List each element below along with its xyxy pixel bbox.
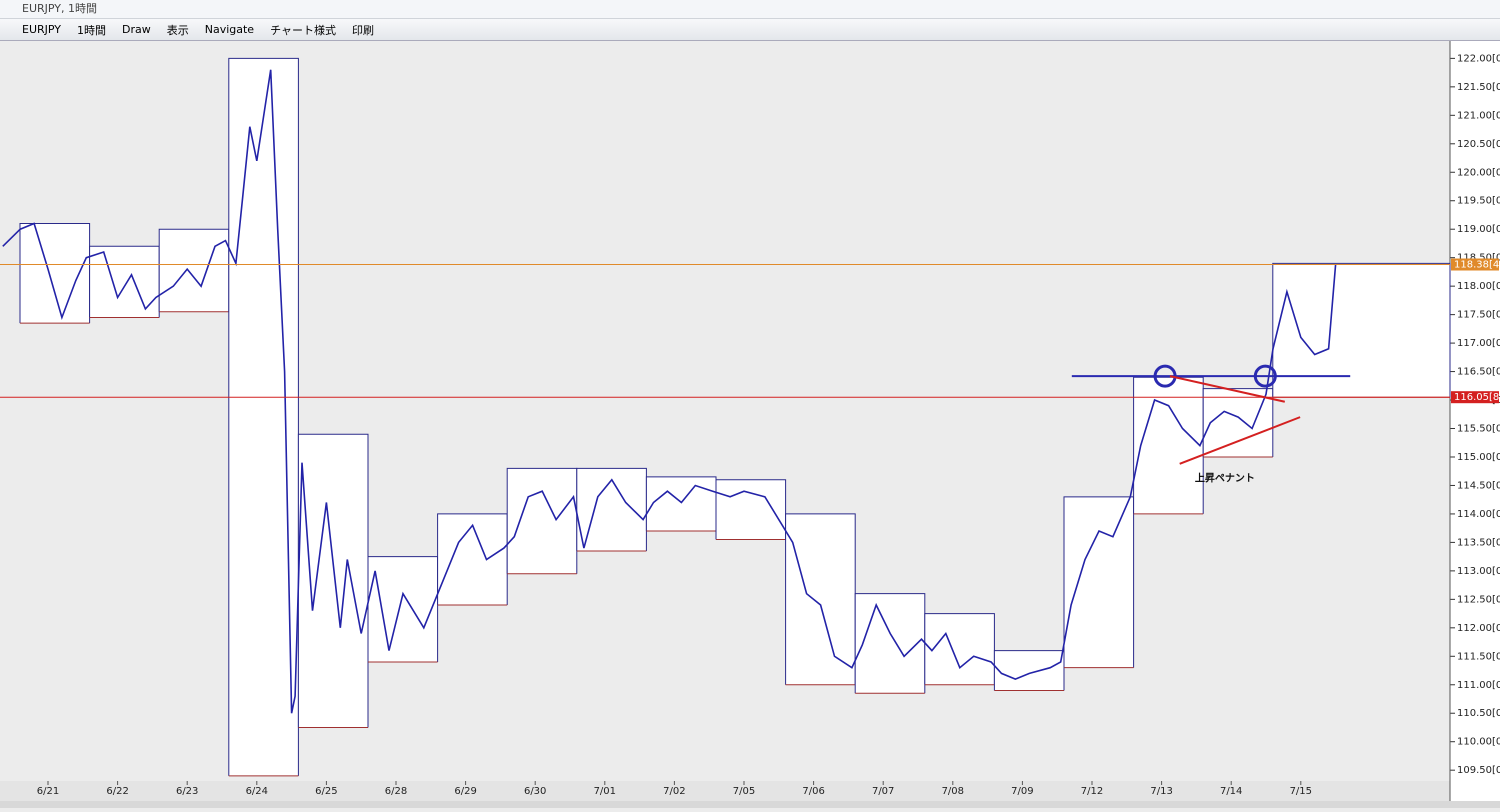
price-line [2, 69, 1337, 714]
y-tick-label: 112.00[0] [1457, 623, 1500, 634]
y-tick-label: 115.50[0] [1457, 424, 1500, 435]
x-tick-label: 7/08 [942, 786, 964, 797]
y-tick-label: 109.50[0] [1457, 765, 1500, 776]
y-tick-label: 110.00[0] [1457, 737, 1500, 748]
day-range-box [507, 468, 577, 574]
date-axis [0, 781, 1450, 801]
day-range-box [646, 476, 716, 532]
x-tick-label: 7/09 [1011, 786, 1033, 797]
x-tick-label: 6/29 [454, 786, 476, 797]
annotation: 上昇ペナント [1195, 472, 1255, 485]
x-tick-label: 7/13 [1150, 786, 1172, 797]
day-high-edge [228, 57, 299, 776]
day-range-box [368, 556, 438, 662]
price-level-tag [1451, 258, 1499, 271]
day-high-edge [367, 556, 439, 662]
day-range-box [855, 593, 925, 694]
toolbar: EURJPY 1時間 Draw 表示 Navigate チャート様式 印刷 [0, 19, 1500, 41]
x-tick-label: 6/23 [176, 786, 198, 797]
x-tick-label: 7/01 [594, 786, 616, 797]
x-tick-label: 7/07 [872, 786, 894, 797]
y-tick-label: 117.00[0] [1457, 338, 1500, 349]
view-menu[interactable]: 表示 [166, 23, 189, 37]
day-high-edge [715, 479, 787, 540]
y-tick-label: 114.00[0] [1457, 509, 1500, 520]
day-range-box [20, 223, 90, 324]
x-tick-label: 7/12 [1081, 786, 1103, 797]
y-tick-label: 113.00[0] [1457, 566, 1500, 577]
y-tick-label: 111.50[0] [1457, 651, 1500, 662]
day-range-box [994, 650, 1064, 691]
x-tick-label: 7/14 [1220, 786, 1242, 797]
breakout-circle [1153, 364, 1177, 388]
price-level-tag [1451, 391, 1499, 404]
price-level-label: 118.38[4] [1454, 260, 1500, 271]
y-tick-label: 114.50[0] [1457, 480, 1500, 491]
day-high-edge [924, 613, 995, 685]
day-high-edge [1202, 388, 1274, 457]
breakout-circle [1253, 364, 1277, 388]
x-tick-label: 7/02 [663, 786, 685, 797]
day-range-box [298, 434, 368, 728]
scrollbar [0, 801, 1500, 808]
chart-style-menu[interactable]: チャート様式 [270, 23, 336, 37]
y-tick-label: 118.00[0] [1457, 281, 1500, 292]
chart: 109.50[0] 110.00[0] 110.50[0] 111.00[0] 111.… [0, 41, 1500, 808]
trend-line [1179, 416, 1301, 465]
symbol-menu[interactable]: EURJPY [22, 23, 61, 36]
day-high-edge [1272, 262, 1451, 398]
price-axis [1450, 41, 1500, 808]
price-level-label: 116.05[8] [1454, 392, 1500, 403]
x-tick-label: 7/15 [1290, 786, 1312, 797]
y-tick-label: 115.00[0] [1457, 452, 1500, 463]
y-tick-label: 121.00[0] [1457, 110, 1500, 121]
day-range-box [159, 229, 229, 312]
day-range-box [716, 479, 786, 540]
y-tick-label: 110.50[0] [1457, 708, 1500, 719]
navigate-menu[interactable]: Navigate [204, 23, 255, 36]
day-range-box [924, 613, 995, 685]
trend-line [1169, 375, 1286, 403]
x-tick-label: 7/06 [802, 786, 824, 797]
y-tick-label: 119.50[0] [1457, 196, 1500, 207]
day-range-box [89, 246, 160, 318]
day-range-box [228, 58, 299, 776]
day-high-edge [1063, 496, 1135, 668]
day-range-box [437, 513, 508, 606]
day-high-edge [993, 650, 1065, 691]
print-menu[interactable]: 印刷 [351, 23, 374, 37]
day-range-box [1133, 377, 1204, 514]
day-range-box [1064, 496, 1134, 668]
x-tick-label: 7/05 [733, 786, 755, 797]
x-tick-label: 6/21 [37, 786, 59, 797]
timeframe-menu[interactable]: 1時間 [77, 23, 106, 37]
day-range-box [1203, 388, 1273, 457]
y-tick-label: 118.50[0] [1457, 253, 1500, 264]
y-tick-label: 120.50[0] [1457, 139, 1500, 150]
x-tick-label: 6/24 [246, 786, 268, 797]
y-tick-label: 117.50[0] [1457, 310, 1500, 321]
day-range-box [1272, 263, 1450, 398]
draw-menu[interactable]: Draw [122, 23, 151, 36]
x-tick-label: 6/30 [524, 786, 546, 797]
y-tick-label: 121.50[0] [1457, 82, 1500, 93]
y-tick-label: 113.50[0] [1457, 537, 1500, 548]
y-tick-label: 111.00[0] [1457, 680, 1500, 691]
y-tick-label: 122.00[0] [1457, 53, 1500, 64]
x-tick-label: 6/28 [385, 786, 407, 797]
y-tick-label: 116.50[0] [1457, 367, 1500, 378]
y-tick-label: 112.50[0] [1457, 594, 1500, 605]
title-bar: EURJPY, 1時間 [0, 0, 1500, 19]
x-tick-label: 6/25 [315, 786, 337, 797]
day-range-box [576, 468, 647, 551]
day-range-box [785, 513, 856, 685]
y-tick-label: 120.00[0] [1457, 167, 1500, 178]
y-tick-label: 119.00[0] [1457, 224, 1500, 235]
x-tick-label: 6/22 [106, 786, 128, 797]
window-title: EURJPY, 1時間 [22, 2, 97, 15]
